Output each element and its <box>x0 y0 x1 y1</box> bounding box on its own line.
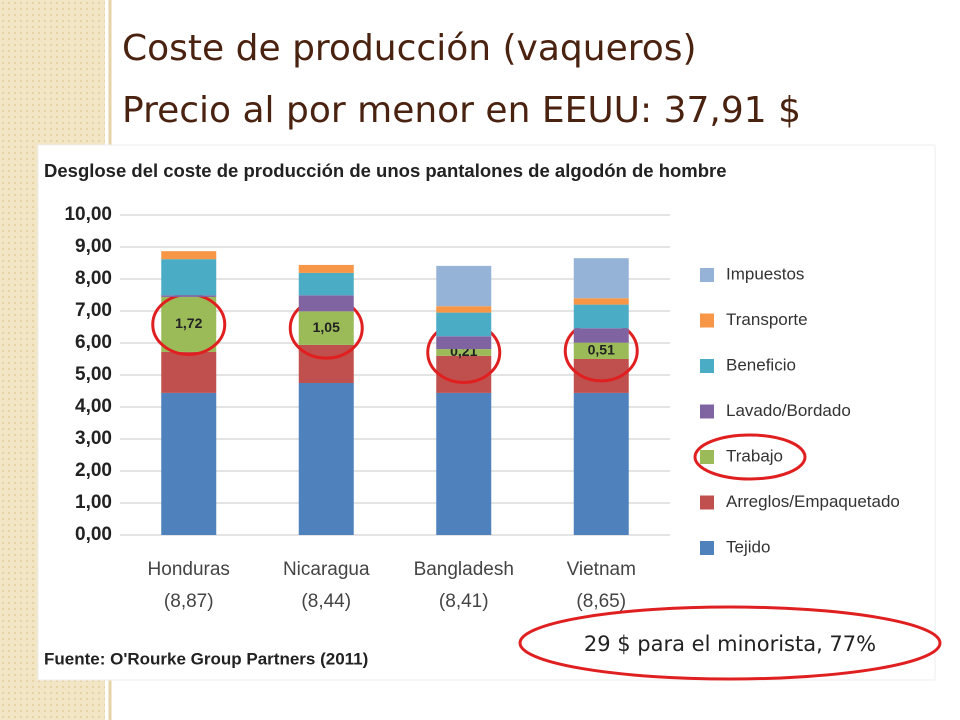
x-tick-sublabel: (8,65) <box>576 591 626 612</box>
y-tick-label: 5,00 <box>75 364 112 385</box>
bar-segment <box>161 251 217 260</box>
annotation-ellipse <box>518 605 942 681</box>
y-tick-label: 10,00 <box>64 204 112 225</box>
x-tick-label: Vietnam <box>567 559 636 580</box>
y-tick-label: 8,00 <box>75 268 112 289</box>
legend-label: Transporte <box>726 310 808 329</box>
legend-label: Trabajo <box>726 446 783 465</box>
legend-label: Impuestos <box>726 264 804 283</box>
legend-label: Tejido <box>726 537 770 556</box>
legend-highlight <box>693 433 807 481</box>
legend-swatch <box>700 495 714 510</box>
legend-swatch <box>700 541 714 555</box>
slide-title: Precio al por menor en EEUU: 37,91 $ <box>122 90 801 131</box>
bar-segment <box>161 392 217 535</box>
chart-title: Desglose del coste de producción de unos… <box>44 160 727 181</box>
annotation: 29 $ para el minorista, 77% <box>584 632 876 656</box>
legend-swatch <box>700 450 714 464</box>
legend-label: Beneficio <box>726 355 796 374</box>
y-tick-label: 7,00 <box>75 300 112 321</box>
bar-segment <box>436 306 492 313</box>
bar-segment <box>436 355 492 393</box>
bar-segment <box>436 312 492 337</box>
bar-segment <box>436 265 492 307</box>
bar-segment <box>298 344 354 383</box>
bar-segment <box>298 311 354 345</box>
x-tick-sublabel: (8,87) <box>164 591 214 612</box>
legend-swatch <box>700 313 714 328</box>
legend-swatch <box>700 359 714 373</box>
bar-segment <box>573 392 629 535</box>
value-label: 0,51 <box>588 342 615 358</box>
source: Fuente: O'Rourke Group Partners (2011) <box>44 649 368 668</box>
y-tick-label: 9,00 <box>75 236 112 257</box>
bar-segment <box>298 383 354 535</box>
bar-segment <box>436 392 492 535</box>
legend-swatch <box>700 404 714 419</box>
y-tick-label: 4,00 <box>75 396 112 417</box>
legend-label: Arreglos/Empaquetado <box>726 492 900 511</box>
x-tick-sublabel: (8,41) <box>439 591 489 612</box>
x-tick-sublabel: (8,44) <box>301 591 351 612</box>
bar-segment <box>298 295 354 312</box>
y-tick-label: 3,00 <box>75 428 112 449</box>
bar-segment <box>436 349 492 356</box>
bar-segment <box>161 351 217 393</box>
bar-segment <box>573 342 629 359</box>
plot: 0,00 1,00 2,00 3,00 4,00 5,00 6,00 7,00 8,00 9,00… <box>64 204 899 612</box>
y-tick-label: 1,00 <box>75 492 112 513</box>
bar-segment <box>298 272 354 296</box>
bar-segment <box>573 258 629 299</box>
y-tick-label: 2,00 <box>75 460 112 481</box>
value-label: 1,72 <box>175 315 202 331</box>
bar-segment <box>161 296 217 352</box>
bar-segment <box>161 259 217 296</box>
y-tick-label: 6,00 <box>75 332 112 353</box>
bar-segment <box>573 298 629 305</box>
bar-segment <box>161 295 217 297</box>
slide-title: Coste de producción (vaqueros) <box>122 28 697 69</box>
x-tick-label: Bangladesh <box>414 559 514 580</box>
bar-segment <box>573 328 629 343</box>
y-tick-label: 0,00 <box>75 524 112 545</box>
bar-segment <box>436 336 492 350</box>
value-label: 1,05 <box>313 319 340 335</box>
legend-label: Lavado/Bordado <box>726 401 851 420</box>
x-tick-label: Honduras <box>148 559 230 580</box>
x-tick-label: Nicaragua <box>283 559 370 580</box>
bar-segment <box>298 264 354 273</box>
legend-swatch <box>700 268 714 282</box>
bar-segment <box>573 304 629 329</box>
